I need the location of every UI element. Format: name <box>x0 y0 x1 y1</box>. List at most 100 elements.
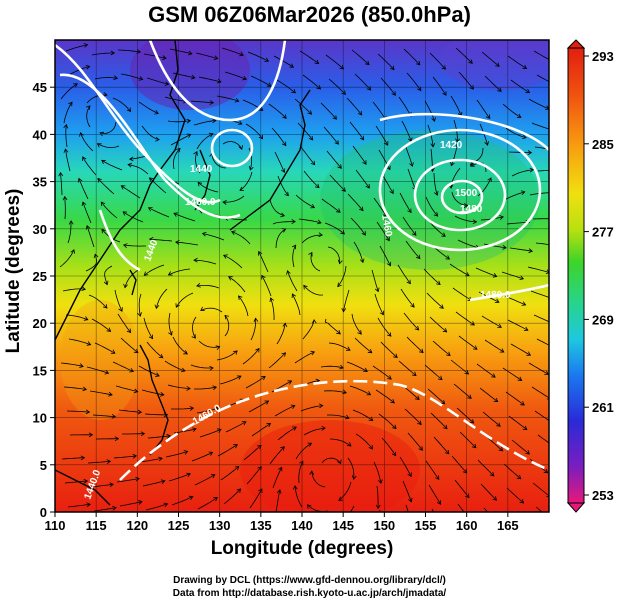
streamline-arrowhead <box>133 388 139 394</box>
x-axis-label: Longitude (degrees) <box>210 538 394 559</box>
streamline-arrowhead <box>148 237 154 242</box>
streamline <box>321 457 342 464</box>
credit-data: Data from http://database.rish.kyoto-u.a… <box>172 588 447 599</box>
streamline-arrowhead <box>366 86 372 91</box>
streamline <box>138 293 142 317</box>
streamline-arrowhead <box>136 49 142 54</box>
streamline <box>118 409 142 413</box>
streamline <box>432 76 447 96</box>
contour-label: 1480.0 <box>480 290 511 301</box>
streamline-arrowhead <box>517 376 523 381</box>
streamline-arrowhead <box>492 496 498 501</box>
streamline-arrowhead <box>79 363 84 368</box>
streamline-arrowhead <box>239 51 244 57</box>
streamline-arrowhead <box>491 373 496 378</box>
streamline <box>376 485 379 509</box>
streamline <box>295 442 312 460</box>
streamline <box>505 127 527 139</box>
streamline-arrowhead <box>110 50 116 56</box>
streamline <box>94 342 116 354</box>
streamline-arrowhead <box>523 523 527 527</box>
streamline-arrowhead <box>234 465 240 471</box>
streamline-arrowhead <box>233 444 238 449</box>
streamline-arrowhead <box>82 156 87 162</box>
streamline-arrowhead <box>291 293 297 299</box>
streamline <box>250 318 257 341</box>
contour-high <box>378 128 542 252</box>
streamline <box>117 313 131 333</box>
streamline <box>141 125 160 141</box>
streamline <box>144 264 165 276</box>
streamline-arrowhead <box>407 497 413 503</box>
streamline-arrowhead <box>228 276 233 281</box>
streamline <box>510 343 531 356</box>
streamline <box>483 507 489 512</box>
streamline-arrowhead <box>553 82 557 86</box>
streamline-arrowhead <box>389 189 394 195</box>
streamline-arrowhead <box>154 304 160 310</box>
streamline <box>104 265 113 285</box>
streamline <box>190 364 214 369</box>
streamline-arrowhead <box>68 220 74 225</box>
streamline <box>141 389 164 396</box>
streamline <box>65 314 88 321</box>
streamline-arrowhead <box>550 420 554 424</box>
streamline <box>120 73 143 80</box>
streamline <box>429 52 446 70</box>
streamline <box>123 244 146 247</box>
streamline-arrowhead <box>430 142 436 148</box>
streamline-arrowhead <box>489 471 495 477</box>
streamline <box>295 194 315 208</box>
streamline <box>424 100 435 122</box>
streamline-arrowhead <box>63 148 69 153</box>
streamline-arrowhead <box>303 284 308 290</box>
streamline-arrowhead <box>310 350 316 356</box>
streamline-arrowhead <box>266 422 272 428</box>
streamline-arrowhead <box>266 82 272 87</box>
streamline <box>457 239 480 249</box>
streamline-arrowhead <box>419 348 424 354</box>
streamline <box>535 506 543 512</box>
streamline <box>381 173 394 194</box>
streamline <box>352 145 367 165</box>
streamline-arrowhead <box>181 367 186 373</box>
streamline-arrowhead <box>238 145 243 150</box>
contour-label: 1460 <box>379 214 394 238</box>
streamline <box>504 295 526 306</box>
streamline-arrowhead <box>101 159 106 165</box>
streamline <box>143 53 167 59</box>
streamline-arrowhead <box>385 236 390 242</box>
streamline <box>87 460 111 464</box>
streamline-arrowhead <box>77 177 83 183</box>
streamline-arrowhead <box>520 401 525 406</box>
colorbar-tick-label: 285 <box>592 137 614 152</box>
streamline-arrowhead <box>187 50 193 56</box>
streamline-arrowhead <box>103 92 108 97</box>
streamline <box>432 340 451 356</box>
streamline-arrowhead <box>104 369 110 375</box>
streamline-arrowhead <box>196 283 201 288</box>
streamline-arrowhead <box>519 499 525 504</box>
streamline <box>458 71 474 90</box>
streamline <box>173 428 197 434</box>
streamline <box>65 44 88 52</box>
colorbar-bottom-arrow <box>566 502 586 513</box>
streamline-arrowhead <box>520 190 526 195</box>
streamline-arrowhead <box>292 485 298 490</box>
streamline <box>100 201 118 219</box>
streamline-arrowhead <box>173 212 178 217</box>
streamline <box>170 133 191 146</box>
streamline-arrowhead <box>407 208 412 214</box>
streamline <box>239 171 253 191</box>
streamline-arrowhead <box>314 59 320 64</box>
streamline <box>145 503 168 511</box>
streamline-arrowhead <box>418 446 423 451</box>
streamline <box>85 254 98 272</box>
streamline-arrowhead <box>406 279 411 285</box>
streamline <box>101 159 123 171</box>
streamline <box>354 73 371 91</box>
streamline-arrowhead <box>175 147 181 153</box>
streamline <box>354 337 373 354</box>
streamline-arrowhead <box>437 375 443 381</box>
